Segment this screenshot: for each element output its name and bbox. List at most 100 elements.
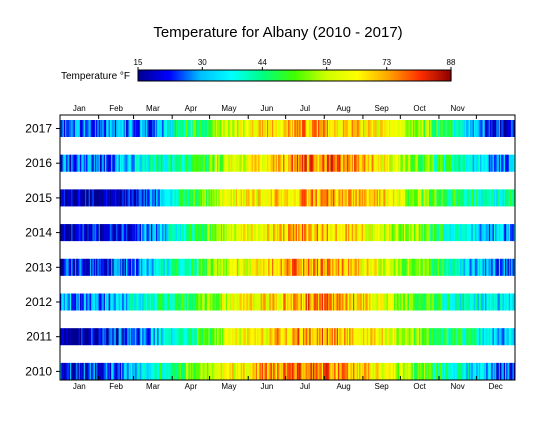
heatmap-cell xyxy=(424,258,426,276)
heatmap-cell xyxy=(99,293,102,311)
heatmap-cell xyxy=(146,154,148,172)
heatmap-cell xyxy=(78,224,81,242)
heatmap-cell xyxy=(258,224,260,242)
heatmap-cell xyxy=(255,258,258,276)
heatmap-cell xyxy=(406,328,409,346)
heatmap-cell xyxy=(414,328,416,346)
heatmap-cell xyxy=(123,258,126,276)
heatmap-cell xyxy=(409,224,411,242)
heatmap-cell xyxy=(410,293,412,311)
heatmap-cell xyxy=(178,258,181,276)
heatmap-cell xyxy=(253,154,255,172)
heatmap-cell xyxy=(214,293,217,311)
y-tick-label-2011: 2011 xyxy=(26,330,52,344)
heatmap-cell xyxy=(440,154,442,172)
heatmap-cell xyxy=(240,258,243,276)
heatmap-cell xyxy=(222,154,224,172)
heatmap-cell xyxy=(475,293,477,311)
heatmap-cell xyxy=(143,154,146,172)
heatmap-cell xyxy=(200,293,203,311)
colorbar-tick-label: 59 xyxy=(322,58,331,67)
heatmap-cell xyxy=(62,362,65,380)
heatmap-cell xyxy=(234,224,237,242)
heatmap-cell xyxy=(391,258,394,276)
heatmap-cell xyxy=(442,154,445,172)
heatmap-cell xyxy=(81,224,83,242)
heatmap-cell xyxy=(204,293,207,311)
colorbar-stripe xyxy=(209,70,213,81)
heatmap-cell xyxy=(415,189,417,207)
heatmap-cell xyxy=(246,293,249,311)
heatmap-cell xyxy=(275,154,278,172)
heatmap-cell xyxy=(432,154,435,172)
heatmap-cell xyxy=(334,120,336,137)
heatmap-cell xyxy=(471,189,473,207)
heatmap-cell xyxy=(104,328,107,346)
heatmap-cell xyxy=(223,154,225,172)
heatmap-cell xyxy=(127,224,129,242)
heatmap-cell xyxy=(172,154,174,172)
colorbar-stripe xyxy=(163,70,167,81)
heatmap-cell xyxy=(269,154,272,172)
heatmap-cell xyxy=(493,120,496,137)
heatmap-cell xyxy=(384,258,386,276)
heatmap-cell xyxy=(284,120,286,137)
heatmap-cell xyxy=(73,293,76,311)
heatmap-cell xyxy=(223,189,225,207)
heatmap-cell xyxy=(436,224,439,242)
heatmap-cell xyxy=(400,293,402,311)
heatmap-cell xyxy=(359,120,361,137)
heatmap-cell xyxy=(508,362,511,380)
heatmap-cell xyxy=(487,224,490,242)
heatmap-cell xyxy=(126,224,128,242)
heatmap-cell xyxy=(180,189,183,207)
heatmap-cell xyxy=(465,154,467,172)
heatmap-cell xyxy=(472,224,475,242)
heatmap-cell xyxy=(225,154,228,172)
heatmap-cell xyxy=(351,120,354,137)
heatmap-cell xyxy=(185,258,188,276)
heatmap-cell xyxy=(192,189,194,207)
heatmap-cell xyxy=(108,362,111,380)
heatmap-cell xyxy=(493,362,496,380)
heatmap-cell xyxy=(127,120,129,137)
heatmap-cell xyxy=(470,224,472,242)
heatmap-cell xyxy=(238,328,240,346)
heatmap-cell xyxy=(390,328,392,346)
heatmap-cell xyxy=(290,258,293,276)
heatmap-cell xyxy=(240,189,243,207)
month-label-jul: Jul xyxy=(300,382,310,391)
heatmap-cell xyxy=(308,224,310,242)
heatmap-cell xyxy=(96,258,98,276)
colorbar-stripe xyxy=(351,70,354,81)
heatmap-cell xyxy=(256,224,259,242)
colorbar-stripe xyxy=(289,70,293,81)
heatmap-cell xyxy=(399,224,401,242)
heatmap-cell xyxy=(407,224,410,242)
heatmap-cell xyxy=(462,224,465,242)
heatmap-cell xyxy=(204,224,207,242)
heatmap-cell xyxy=(124,154,127,172)
heatmap-cell xyxy=(428,293,431,311)
heatmap-cell xyxy=(184,258,187,276)
heatmap-cell xyxy=(341,189,344,207)
heatmap-cell xyxy=(79,154,82,172)
heatmap-cell xyxy=(380,293,382,311)
heatmap-cell xyxy=(283,120,285,137)
heatmap-cell xyxy=(103,362,106,380)
heatmap-cell xyxy=(117,362,119,380)
heatmap-cell xyxy=(208,154,210,172)
heatmap-cell xyxy=(111,189,113,207)
heatmap-cell xyxy=(263,328,265,346)
heatmap-cell xyxy=(406,362,409,380)
heatmap-cell xyxy=(64,258,67,276)
heatmap-cell xyxy=(384,120,386,137)
heatmap-cell xyxy=(441,258,444,276)
heatmap-cell xyxy=(421,120,424,137)
heatmap-cell xyxy=(82,224,85,242)
colorbar-stripe xyxy=(203,70,207,81)
heatmap-cell xyxy=(184,362,187,380)
heatmap-cell xyxy=(354,258,356,276)
heatmap-cell xyxy=(336,189,339,207)
heatmap-cell xyxy=(199,362,202,380)
